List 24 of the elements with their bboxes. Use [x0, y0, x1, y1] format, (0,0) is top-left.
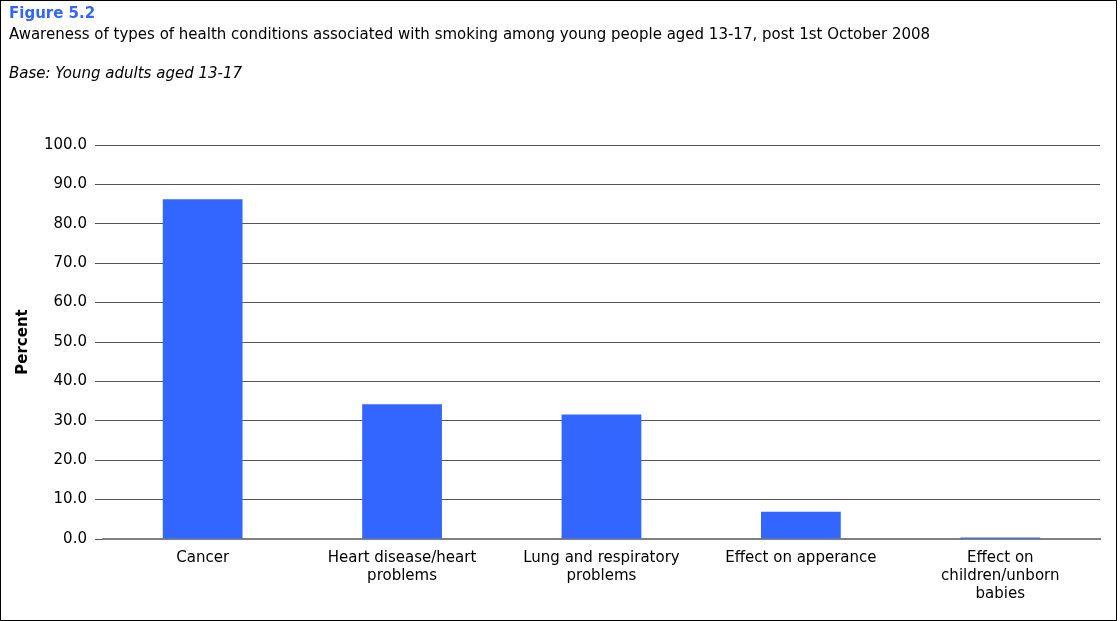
y-tick-label: 80.0: [53, 213, 87, 232]
y-tick-label: 90.0: [53, 174, 87, 193]
y-tick-label: 60.0: [53, 292, 87, 311]
y-tick-label: 70.0: [53, 253, 87, 272]
y-tick-label: 50.0: [53, 331, 87, 350]
y-tick-label: 10.0: [53, 489, 87, 508]
y-tick-label: 100.0: [43, 134, 87, 153]
chart-title: Figure 5.2: [9, 4, 96, 22]
y-tick-label: 20.0: [53, 450, 87, 469]
y-axis-title: Percent: [12, 309, 31, 375]
y-tick-label: 40.0: [53, 371, 87, 390]
x-tick-label: Effect on apperance: [725, 547, 877, 566]
chart-subtitle: Awareness of types of health conditions associated with smoking among young people aged 13-17, post 1st October 2008: [9, 24, 932, 44]
x-tick-label: Lung and respiratory problems: [523, 547, 680, 584]
x-tick-label: Effect on children/unborn babies: [941, 547, 1060, 602]
bar: [561, 414, 642, 539]
bar: [362, 404, 442, 539]
y-tick-label: 0.0: [63, 528, 87, 547]
x-tick-label: Cancer: [176, 547, 230, 566]
text: Base: Young adults aged 13-17: [9, 64, 243, 82]
y-tick-label: 30.0: [53, 410, 87, 429]
x-tick-label: Heart disease/heart problems: [327, 547, 477, 584]
bar: [162, 199, 243, 539]
bar: [761, 511, 841, 539]
